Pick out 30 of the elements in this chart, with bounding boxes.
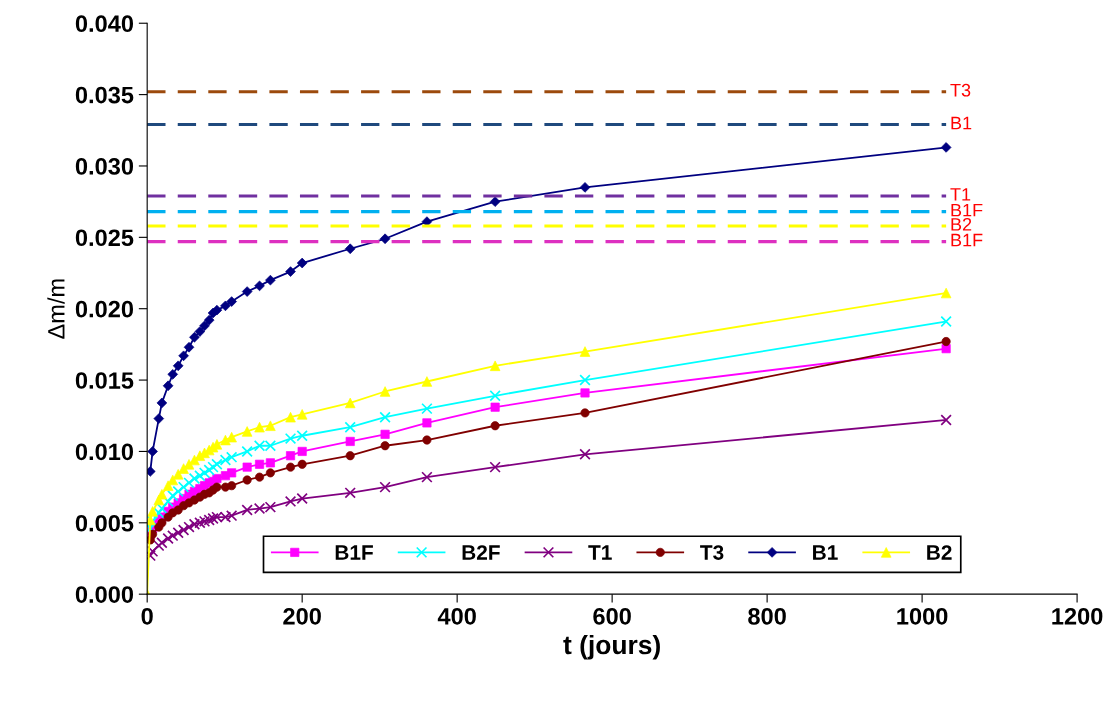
y-tick-label: 0.030	[75, 158, 134, 175]
y-tick-label: 0.020	[75, 300, 134, 318]
legend-label: B1F	[335, 545, 373, 560]
y-tick-label: 0.000	[75, 586, 134, 603]
y-axis-title: Δm/m	[47, 279, 65, 339]
y-tick-label: 0.015	[75, 372, 134, 389]
x-tick-label: 800	[748, 607, 786, 625]
y-tick-label: 0.040	[75, 15, 134, 33]
legend-label: B1	[813, 545, 838, 560]
y-tick-label: 0.005	[75, 514, 134, 532]
x-tick-label: 600	[593, 607, 631, 625]
x-tick-label: 400	[437, 607, 476, 625]
ref-line-label: B1F	[951, 233, 983, 247]
legend-label: T1	[588, 545, 612, 560]
ref-line-label: T3	[950, 83, 971, 97]
ref-line-label: B1	[951, 116, 972, 130]
x-tick-label: 1200	[1052, 607, 1103, 625]
x-tick-label: 0	[141, 607, 153, 625]
y-tick-label: 0.035	[75, 86, 134, 104]
x-axis-title: t (jours)	[563, 634, 660, 660]
legend-label: B2F	[462, 545, 500, 560]
ref-line-label: B1F	[951, 203, 983, 217]
x-tick-label: 200	[283, 607, 321, 625]
ref-line-label: B2	[951, 217, 972, 231]
ref-line-label: T1	[950, 188, 971, 201]
y-tick-label: 0.025	[75, 229, 134, 247]
y-tick-label: 0.010	[75, 443, 134, 461]
legend-label: T3	[700, 545, 724, 560]
x-tick-label: 1000	[897, 607, 948, 625]
legend-label: B2	[927, 545, 952, 560]
